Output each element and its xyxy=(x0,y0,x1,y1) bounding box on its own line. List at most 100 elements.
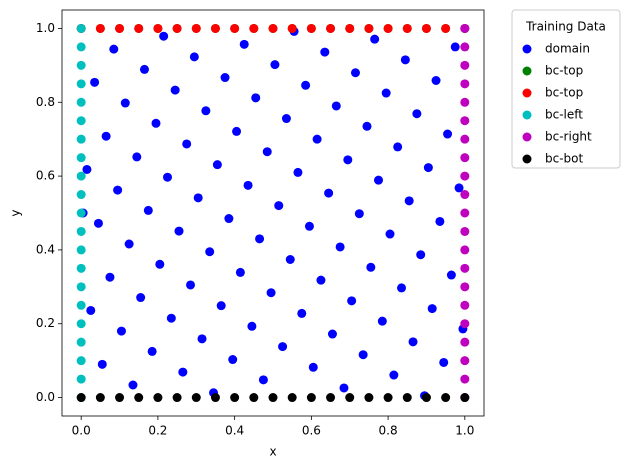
point xyxy=(460,116,470,126)
point xyxy=(460,23,470,33)
point xyxy=(155,259,165,269)
axes-frame xyxy=(61,9,485,417)
point xyxy=(115,23,125,33)
y-tick-label: 0.4 xyxy=(36,242,55,256)
point xyxy=(76,97,86,107)
point xyxy=(172,393,182,403)
point xyxy=(189,52,199,62)
point xyxy=(228,355,238,365)
point xyxy=(354,209,364,219)
point xyxy=(251,93,261,103)
point xyxy=(460,245,470,255)
point xyxy=(460,153,470,163)
legend-marker xyxy=(522,132,532,142)
point xyxy=(393,142,403,152)
point xyxy=(76,171,86,181)
point xyxy=(331,101,341,111)
point xyxy=(274,201,284,211)
point xyxy=(134,393,144,403)
point xyxy=(212,160,222,170)
point xyxy=(210,23,220,33)
point xyxy=(281,114,291,124)
point xyxy=(76,356,86,366)
point xyxy=(460,190,470,200)
point xyxy=(324,188,334,198)
point xyxy=(166,313,176,323)
point xyxy=(326,23,336,33)
point xyxy=(243,180,253,190)
x-tick-label: 0.4 xyxy=(225,424,244,438)
point xyxy=(151,118,161,128)
point xyxy=(224,214,234,224)
point xyxy=(115,393,125,403)
point xyxy=(306,23,316,33)
point xyxy=(364,23,374,33)
legend-title: Training Data xyxy=(525,20,606,34)
point xyxy=(220,73,230,83)
legend-label: bc-top xyxy=(545,64,583,78)
point xyxy=(132,152,142,162)
point xyxy=(460,337,470,347)
point xyxy=(320,47,330,57)
point xyxy=(278,342,288,352)
point xyxy=(153,393,163,403)
point xyxy=(460,356,470,366)
point xyxy=(163,172,172,182)
point xyxy=(402,393,412,403)
point xyxy=(460,319,470,329)
point xyxy=(153,23,163,33)
point xyxy=(339,383,349,393)
y-tick-label: 0.0 xyxy=(36,390,55,404)
point xyxy=(76,134,86,144)
point xyxy=(97,359,107,369)
point xyxy=(266,288,276,298)
point xyxy=(308,362,318,372)
point xyxy=(76,79,86,89)
x-tick-label: 0.0 xyxy=(72,424,91,438)
point xyxy=(460,226,470,236)
legend-marker xyxy=(522,110,532,120)
point xyxy=(423,163,433,173)
point xyxy=(408,337,418,347)
point xyxy=(460,300,470,310)
point xyxy=(287,393,297,403)
point xyxy=(136,293,146,303)
point xyxy=(147,346,157,356)
point xyxy=(159,31,169,41)
point xyxy=(297,308,307,318)
point xyxy=(460,171,470,181)
point xyxy=(343,155,353,165)
point xyxy=(76,116,86,126)
point xyxy=(170,85,180,95)
point xyxy=(230,393,240,403)
point xyxy=(116,326,126,336)
point xyxy=(366,262,376,272)
point xyxy=(345,393,355,403)
point xyxy=(304,221,314,231)
point xyxy=(312,134,322,144)
point xyxy=(120,98,130,108)
point xyxy=(285,255,295,265)
point xyxy=(316,275,326,285)
point xyxy=(287,23,297,33)
point xyxy=(460,79,470,89)
point xyxy=(201,106,211,116)
point xyxy=(76,263,86,273)
point xyxy=(460,60,470,70)
point xyxy=(327,329,337,339)
y-tick-label: 0.6 xyxy=(36,169,55,183)
point xyxy=(345,23,355,33)
legend-marker xyxy=(522,44,532,54)
point xyxy=(143,205,153,215)
point xyxy=(460,134,470,144)
point xyxy=(76,208,86,218)
legend-label: bc-left xyxy=(545,108,583,122)
point xyxy=(350,68,360,78)
point xyxy=(182,139,192,149)
y-tick-label: 0.2 xyxy=(36,316,55,330)
point xyxy=(76,282,86,292)
point xyxy=(76,300,86,310)
point xyxy=(460,208,470,218)
point xyxy=(306,393,316,403)
